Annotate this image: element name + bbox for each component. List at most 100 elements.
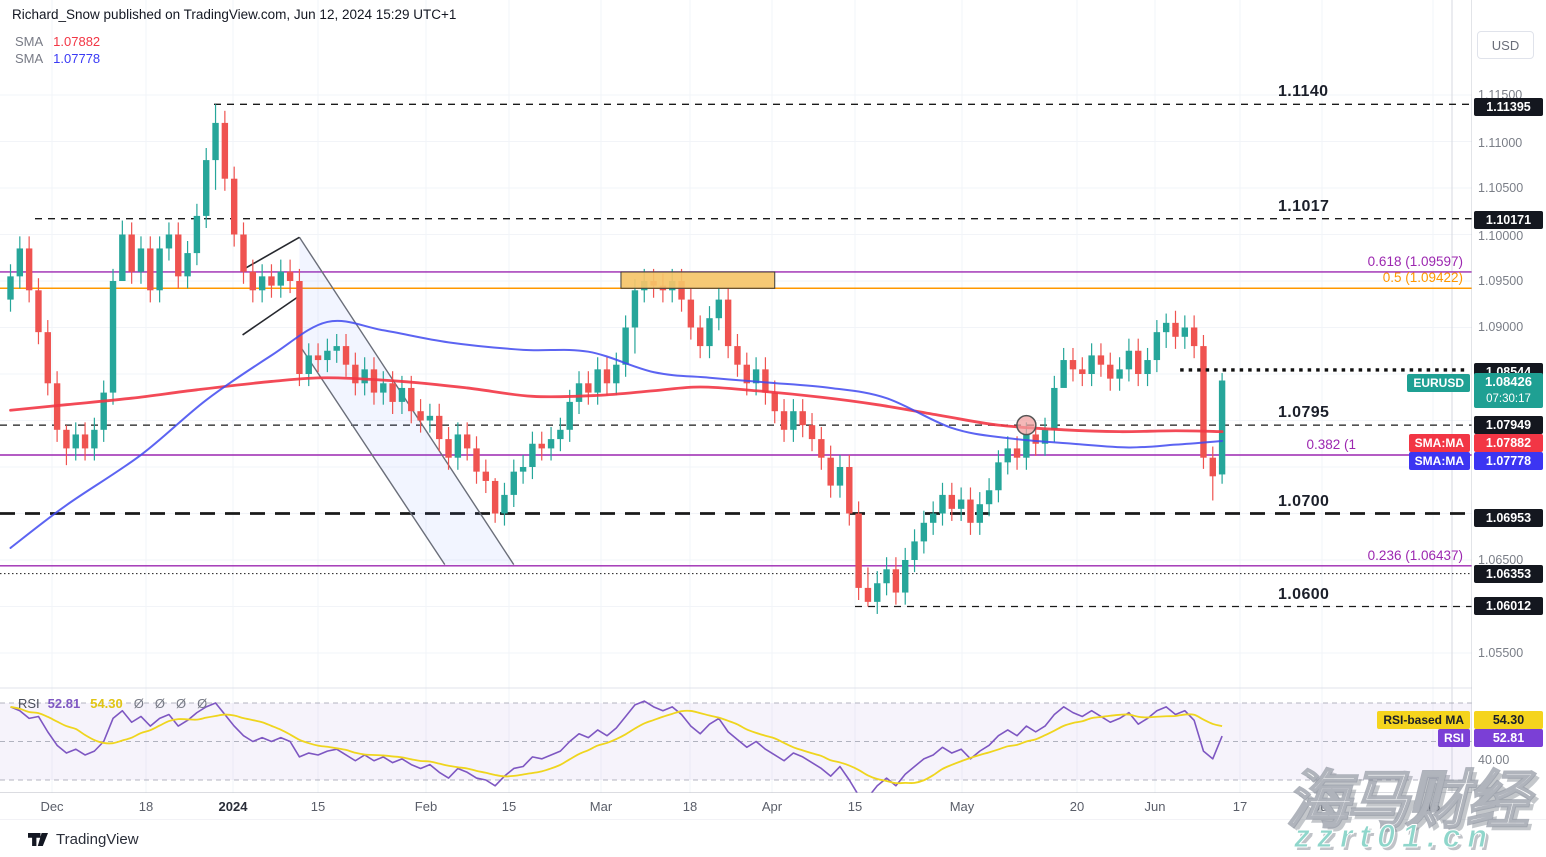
sma-blue-axis-tag: SMA:MA [1408, 452, 1470, 470]
attribution-text: Richard_Snow published on TradingView.co… [12, 7, 457, 22]
candle-body [529, 443, 536, 467]
candle-body [827, 457, 834, 486]
tradingview-logo-icon [28, 832, 48, 846]
candle-body [436, 415, 443, 440]
rsi-ma-line [10, 705, 1223, 785]
candle-body [16, 248, 24, 277]
candle-body [1200, 346, 1207, 458]
candle-body [929, 513, 937, 523]
candle-body [995, 462, 1002, 491]
sma-blue-value: 1.07778 [53, 51, 101, 66]
candle-body [203, 160, 210, 216]
candle-body [165, 234, 173, 249]
candle-body [613, 364, 620, 384]
time-axis[interactable]: Dec 18 2024 15 Feb 15 Mar 18 Apr 15 May 20 Jun 17 Jul 1… [0, 793, 1472, 819]
candle-body [575, 383, 583, 402]
candle-body [361, 369, 368, 384]
time-label: 17 [1232, 799, 1248, 814]
candle-body [538, 443, 545, 449]
candle-body [957, 499, 965, 509]
candle-body [175, 234, 182, 277]
candle-body [268, 276, 275, 286]
price-level-label: 1.06953 [1474, 509, 1543, 527]
candle-body [985, 490, 993, 505]
candle-body [72, 434, 79, 449]
candle-body [696, 327, 704, 347]
candle-body [799, 411, 806, 426]
candle-body [1125, 350, 1133, 370]
candle-body [109, 281, 117, 393]
channel-upper-line [298, 236, 515, 566]
candle-body [892, 569, 900, 593]
price-axis[interactable]: USD 1.08426 07:30:17 1.07882 1.07778 54.… [1472, 0, 1546, 819]
candle-body [603, 369, 611, 384]
candle-body [967, 499, 974, 523]
tradingview-logo[interactable]: TradingView [28, 831, 139, 848]
price-tick: 1.10000 [1478, 229, 1524, 243]
candle-body [426, 415, 434, 421]
candle-body [44, 332, 51, 384]
candle-body [81, 434, 89, 449]
sma-legend-label: SMA [15, 51, 44, 66]
candle-body [482, 471, 490, 481]
candle-body [1181, 327, 1189, 337]
price-tick: 1.06500 [1478, 553, 1524, 567]
candle-body [808, 425, 816, 440]
candle-body [230, 178, 238, 235]
supply-zone-box [620, 271, 776, 289]
candle-body [687, 299, 695, 328]
candle-body [752, 369, 760, 384]
candle-body [939, 494, 946, 514]
time-label: 15 [310, 799, 326, 814]
candle-body [1097, 355, 1105, 365]
candle-body [1144, 360, 1151, 374]
candle-body [1004, 448, 1011, 463]
candle-body [128, 234, 135, 272]
hidden-source-icon[interactable]: Ø [197, 696, 208, 711]
price-level-label: 1.11395 [1474, 98, 1543, 116]
candle-body [874, 583, 881, 602]
candle-body [734, 346, 741, 365]
candle-body [100, 392, 107, 430]
hidden-source-icon[interactable]: Ø [154, 696, 166, 711]
candle-body [35, 290, 42, 333]
flag-trendline [242, 295, 300, 336]
candle-body [1088, 355, 1095, 374]
candle-body [1069, 360, 1077, 370]
hidden-source-icon[interactable]: Ø [176, 696, 187, 711]
last-price-label: 1.08426 07:30:17 [1474, 373, 1543, 408]
candle-body [724, 299, 732, 347]
price-tick: 1.10500 [1478, 181, 1524, 195]
time-label: Jun [1144, 799, 1166, 814]
candle-body [1079, 369, 1086, 374]
level-annotation: 1.1017 [1278, 197, 1330, 215]
fib-annotation: 0.5 (1.09422) [1382, 270, 1463, 286]
rsi-ma-value: 54.30 [90, 696, 123, 711]
candle-body [1023, 434, 1030, 458]
tradingview-logo-text: TradingView [56, 831, 139, 848]
currency-button[interactable]: USD [1477, 31, 1534, 59]
sma-red-value: 1.07882 [53, 34, 101, 49]
sma-red-axis-tag: SMA:MA [1408, 434, 1470, 452]
candle-body [678, 281, 685, 300]
candle-body [780, 411, 788, 430]
candle-body [352, 364, 359, 384]
time-label: 20 [1069, 799, 1085, 814]
candle-body [557, 429, 564, 440]
level-annotation: 1.0795 [1278, 404, 1330, 422]
candle-body [976, 504, 983, 523]
candle-body [706, 318, 713, 347]
time-label: Dec [40, 799, 64, 814]
candle-body [883, 569, 890, 584]
candle-body [63, 429, 70, 449]
candle-body [147, 248, 154, 291]
candle-body [314, 355, 322, 361]
candle-body [790, 411, 797, 430]
candle-body [1051, 387, 1058, 430]
time-label: Mar [589, 799, 613, 814]
sma-red-legend: SMA 1.07882 [15, 34, 100, 49]
hidden-source-icon[interactable]: Ø [133, 696, 144, 711]
candle-body [836, 467, 844, 486]
time-label: May [949, 799, 975, 814]
